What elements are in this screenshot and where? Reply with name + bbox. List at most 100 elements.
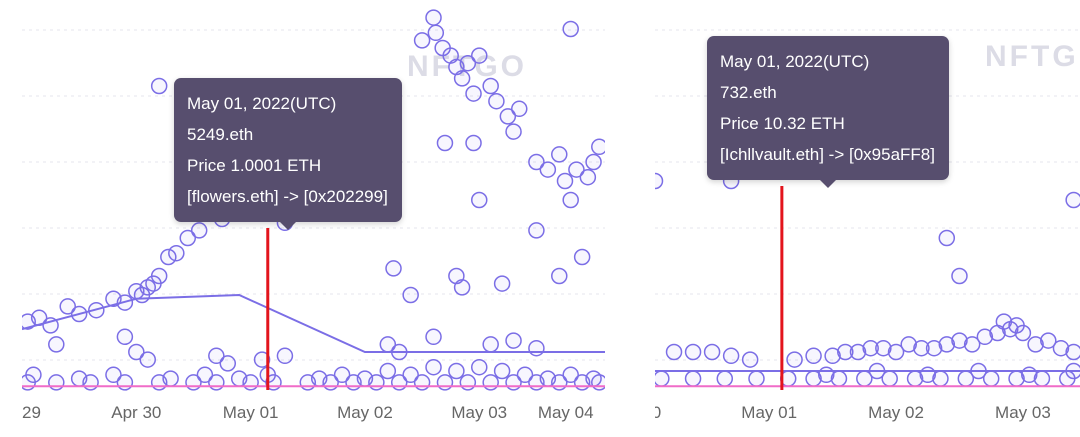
- scatter-point: [849, 343, 867, 361]
- scatter-point: [448, 362, 465, 380]
- scatter-point: [150, 77, 168, 95]
- scatter-point: [482, 374, 499, 391]
- scatter-point: [951, 267, 968, 285]
- scatter-point: [585, 153, 602, 171]
- scatter-point: [528, 339, 545, 357]
- scatter-point: [413, 32, 431, 49]
- scatter-point: [230, 370, 248, 387]
- scatter-point: [493, 275, 511, 292]
- scatter-point: [425, 358, 442, 376]
- scatter-point: [59, 298, 76, 315]
- watermark-logo: NFTG: [985, 40, 1079, 73]
- scatter-point: [1027, 336, 1044, 353]
- scatter-point: [818, 366, 835, 384]
- scatter-point: [900, 336, 917, 353]
- x-tick-label: May 03: [451, 403, 507, 422]
- scatter-point: [179, 229, 197, 247]
- average-line: [22, 293, 605, 353]
- scatter-point: [655, 172, 664, 190]
- scatter-point: [556, 172, 574, 190]
- x-tick-label: May 03: [995, 403, 1051, 422]
- scatter-point: [482, 336, 499, 353]
- scatter-point: [573, 248, 591, 266]
- x-tick-label: May 01: [741, 403, 797, 422]
- x-tick-label: Apr 30: [111, 403, 161, 422]
- scatter-point: [528, 222, 545, 239]
- tooltip-price: Price 1.0001 ETH: [187, 156, 322, 175]
- scatter-point: [402, 286, 419, 304]
- tooltip-price: Price 10.32 ETH: [720, 114, 845, 133]
- scatter-point: [655, 370, 670, 387]
- scatter-point: [925, 339, 943, 357]
- scatter-point: [1021, 366, 1038, 384]
- scatter-point: [48, 374, 65, 391]
- scatter-point: [665, 343, 683, 361]
- scatter-point: [493, 362, 511, 380]
- scatter-point: [919, 366, 937, 384]
- scatter-point: [722, 347, 740, 365]
- x-tick-label: May 04: [538, 403, 594, 422]
- scatter-point: [48, 336, 65, 353]
- scatter-point: [684, 343, 702, 361]
- scatter-point: [938, 229, 956, 247]
- scatter-point: [160, 248, 177, 266]
- scatter-point: [465, 85, 482, 102]
- scatter-point: [562, 191, 579, 209]
- scatter-point: [684, 370, 702, 387]
- tooltip-date: May 01, 2022(UTC): [187, 94, 337, 113]
- scatter-point: [562, 366, 579, 384]
- scatter-point: [951, 332, 968, 349]
- scatter-point: [938, 336, 956, 353]
- point-tooltip: May 01, 2022(UTC) 5249.eth Price 1.0001 …: [174, 78, 402, 230]
- scatter-point: [703, 343, 721, 361]
- scatter-point: [716, 370, 734, 387]
- scatter-point: [741, 351, 759, 368]
- scatter-point: [505, 332, 522, 349]
- scatter-point: [511, 100, 528, 118]
- scatter-point: [190, 222, 208, 239]
- scatter-point: [995, 313, 1013, 330]
- scatter-point: [1008, 317, 1025, 334]
- scatter-point: [585, 370, 602, 387]
- tooltip-token: 732.eth: [720, 83, 777, 102]
- scatter-point: [459, 54, 477, 72]
- scatter-point: [591, 138, 605, 156]
- tooltip-transfer: [Ichllvault.eth] -> [0x95aFF8]: [720, 145, 935, 164]
- scatter-point: [499, 108, 517, 125]
- chart-panel-right: NFTG 30 May 01 May 02 May 03 May 01, 2022(U…: [655, 0, 1080, 437]
- scatter-point: [837, 343, 854, 361]
- scatter-point: [425, 328, 442, 346]
- scatter-point: [453, 279, 471, 296]
- tooltip-token: 5249.eth: [187, 125, 254, 144]
- scatter-point: [1052, 339, 1070, 357]
- scatter-point: [976, 328, 994, 346]
- scatter-point: [1065, 343, 1080, 361]
- scatter-point: [528, 153, 545, 171]
- scatter-point: [385, 260, 402, 277]
- tooltip-transfer: [flowers.eth] -> [0x202299]: [187, 187, 388, 206]
- scatter-point: [128, 343, 145, 361]
- x-tick-label: May 02: [868, 403, 924, 422]
- scatter-point: [786, 351, 803, 368]
- scatter-point: [219, 355, 237, 372]
- scatter-point: [253, 351, 271, 368]
- scatter-point: [471, 358, 488, 376]
- panel-divider: [605, 0, 655, 437]
- scatter-point: [196, 366, 214, 384]
- scatter-point: [562, 20, 579, 38]
- scatter-point: [116, 328, 134, 346]
- scatter-point: [488, 92, 505, 110]
- scatter-point: [1040, 332, 1057, 349]
- scatter-point: [356, 370, 374, 387]
- scatter-point: [505, 123, 522, 140]
- scatter-point: [963, 336, 981, 353]
- scatter-point: [208, 347, 225, 365]
- scatter-chart-left[interactable]: 29 Apr 30 May 01 May 02 May 03 May 04: [22, 0, 605, 437]
- scatter-point: [70, 370, 88, 387]
- scatter-point: [453, 70, 471, 87]
- scatter-point: [162, 370, 179, 387]
- scatter-point: [25, 366, 42, 384]
- scatter-point: [459, 374, 477, 391]
- x-tick-label: May 01: [223, 403, 279, 422]
- scatter-point: [425, 9, 442, 26]
